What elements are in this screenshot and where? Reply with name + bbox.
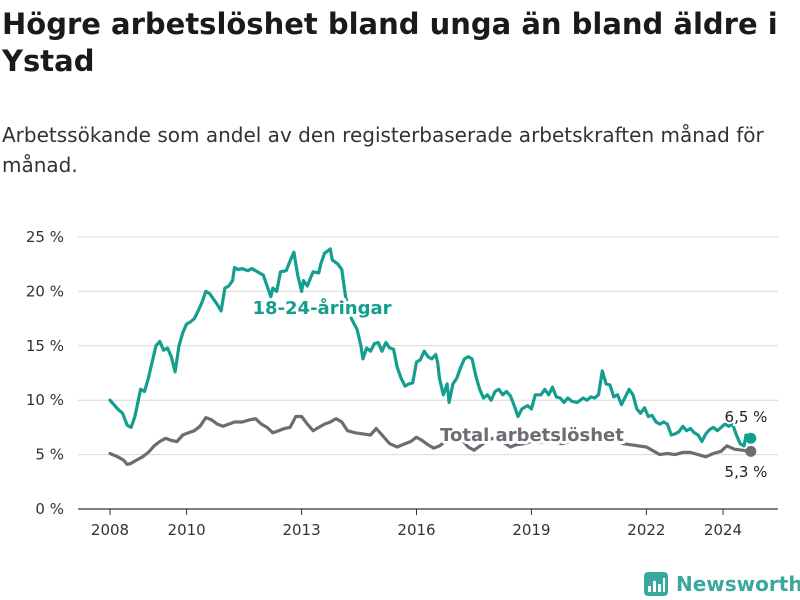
series-line-total (108, 414, 752, 466)
chart-subtitle: Arbetssökande som andel av den registerb… (2, 123, 764, 177)
x-tick-label: 2016 (397, 521, 435, 539)
series-lines (108, 247, 757, 466)
bar-chart-logo-icon (644, 572, 668, 596)
series-end-point (745, 445, 757, 457)
y-tick-label: 10 % (26, 391, 64, 409)
newsworthy-logo: Newsworthy (644, 568, 800, 600)
series-labels: 18-24-åringar Total arbetslöshet 6,5 % 5,3 … (250, 294, 770, 483)
x-tick-label: 2010 (168, 521, 206, 539)
x-tick-label: 2024 (704, 521, 742, 539)
y-tick-label: 25 % (26, 228, 64, 246)
x-tick-label: 2008 (91, 521, 129, 539)
x-tick-label: 2022 (627, 521, 665, 539)
end-value-youth: 6,5 % (725, 408, 768, 426)
series-label-total: Total arbetslöshet (440, 425, 624, 446)
y-axis-ticks: 0 % 5 % 10 % 15 % 20 % 25 % (26, 228, 64, 518)
gridlines (78, 236, 778, 510)
x-tick-label: 2019 (512, 521, 550, 539)
y-tick-label: 5 % (35, 446, 64, 464)
y-tick-label: 20 % (26, 282, 64, 300)
series-label-youth: 18-24-åringar (253, 297, 392, 319)
brand-name: Newsworthy (676, 572, 800, 596)
end-value-total: 5,3 % (725, 463, 768, 481)
series-end-point (745, 432, 757, 444)
chart-title: Högre arbetslöshet bland unga än bland ä… (2, 7, 778, 78)
x-axis: 2008 2010 2013 2016 2019 2022 2024 (91, 509, 742, 539)
x-tick-label: 2013 (282, 521, 320, 539)
y-tick-label: 0 % (35, 500, 64, 518)
series-line-youth (108, 247, 752, 448)
y-tick-label: 15 % (26, 337, 64, 355)
